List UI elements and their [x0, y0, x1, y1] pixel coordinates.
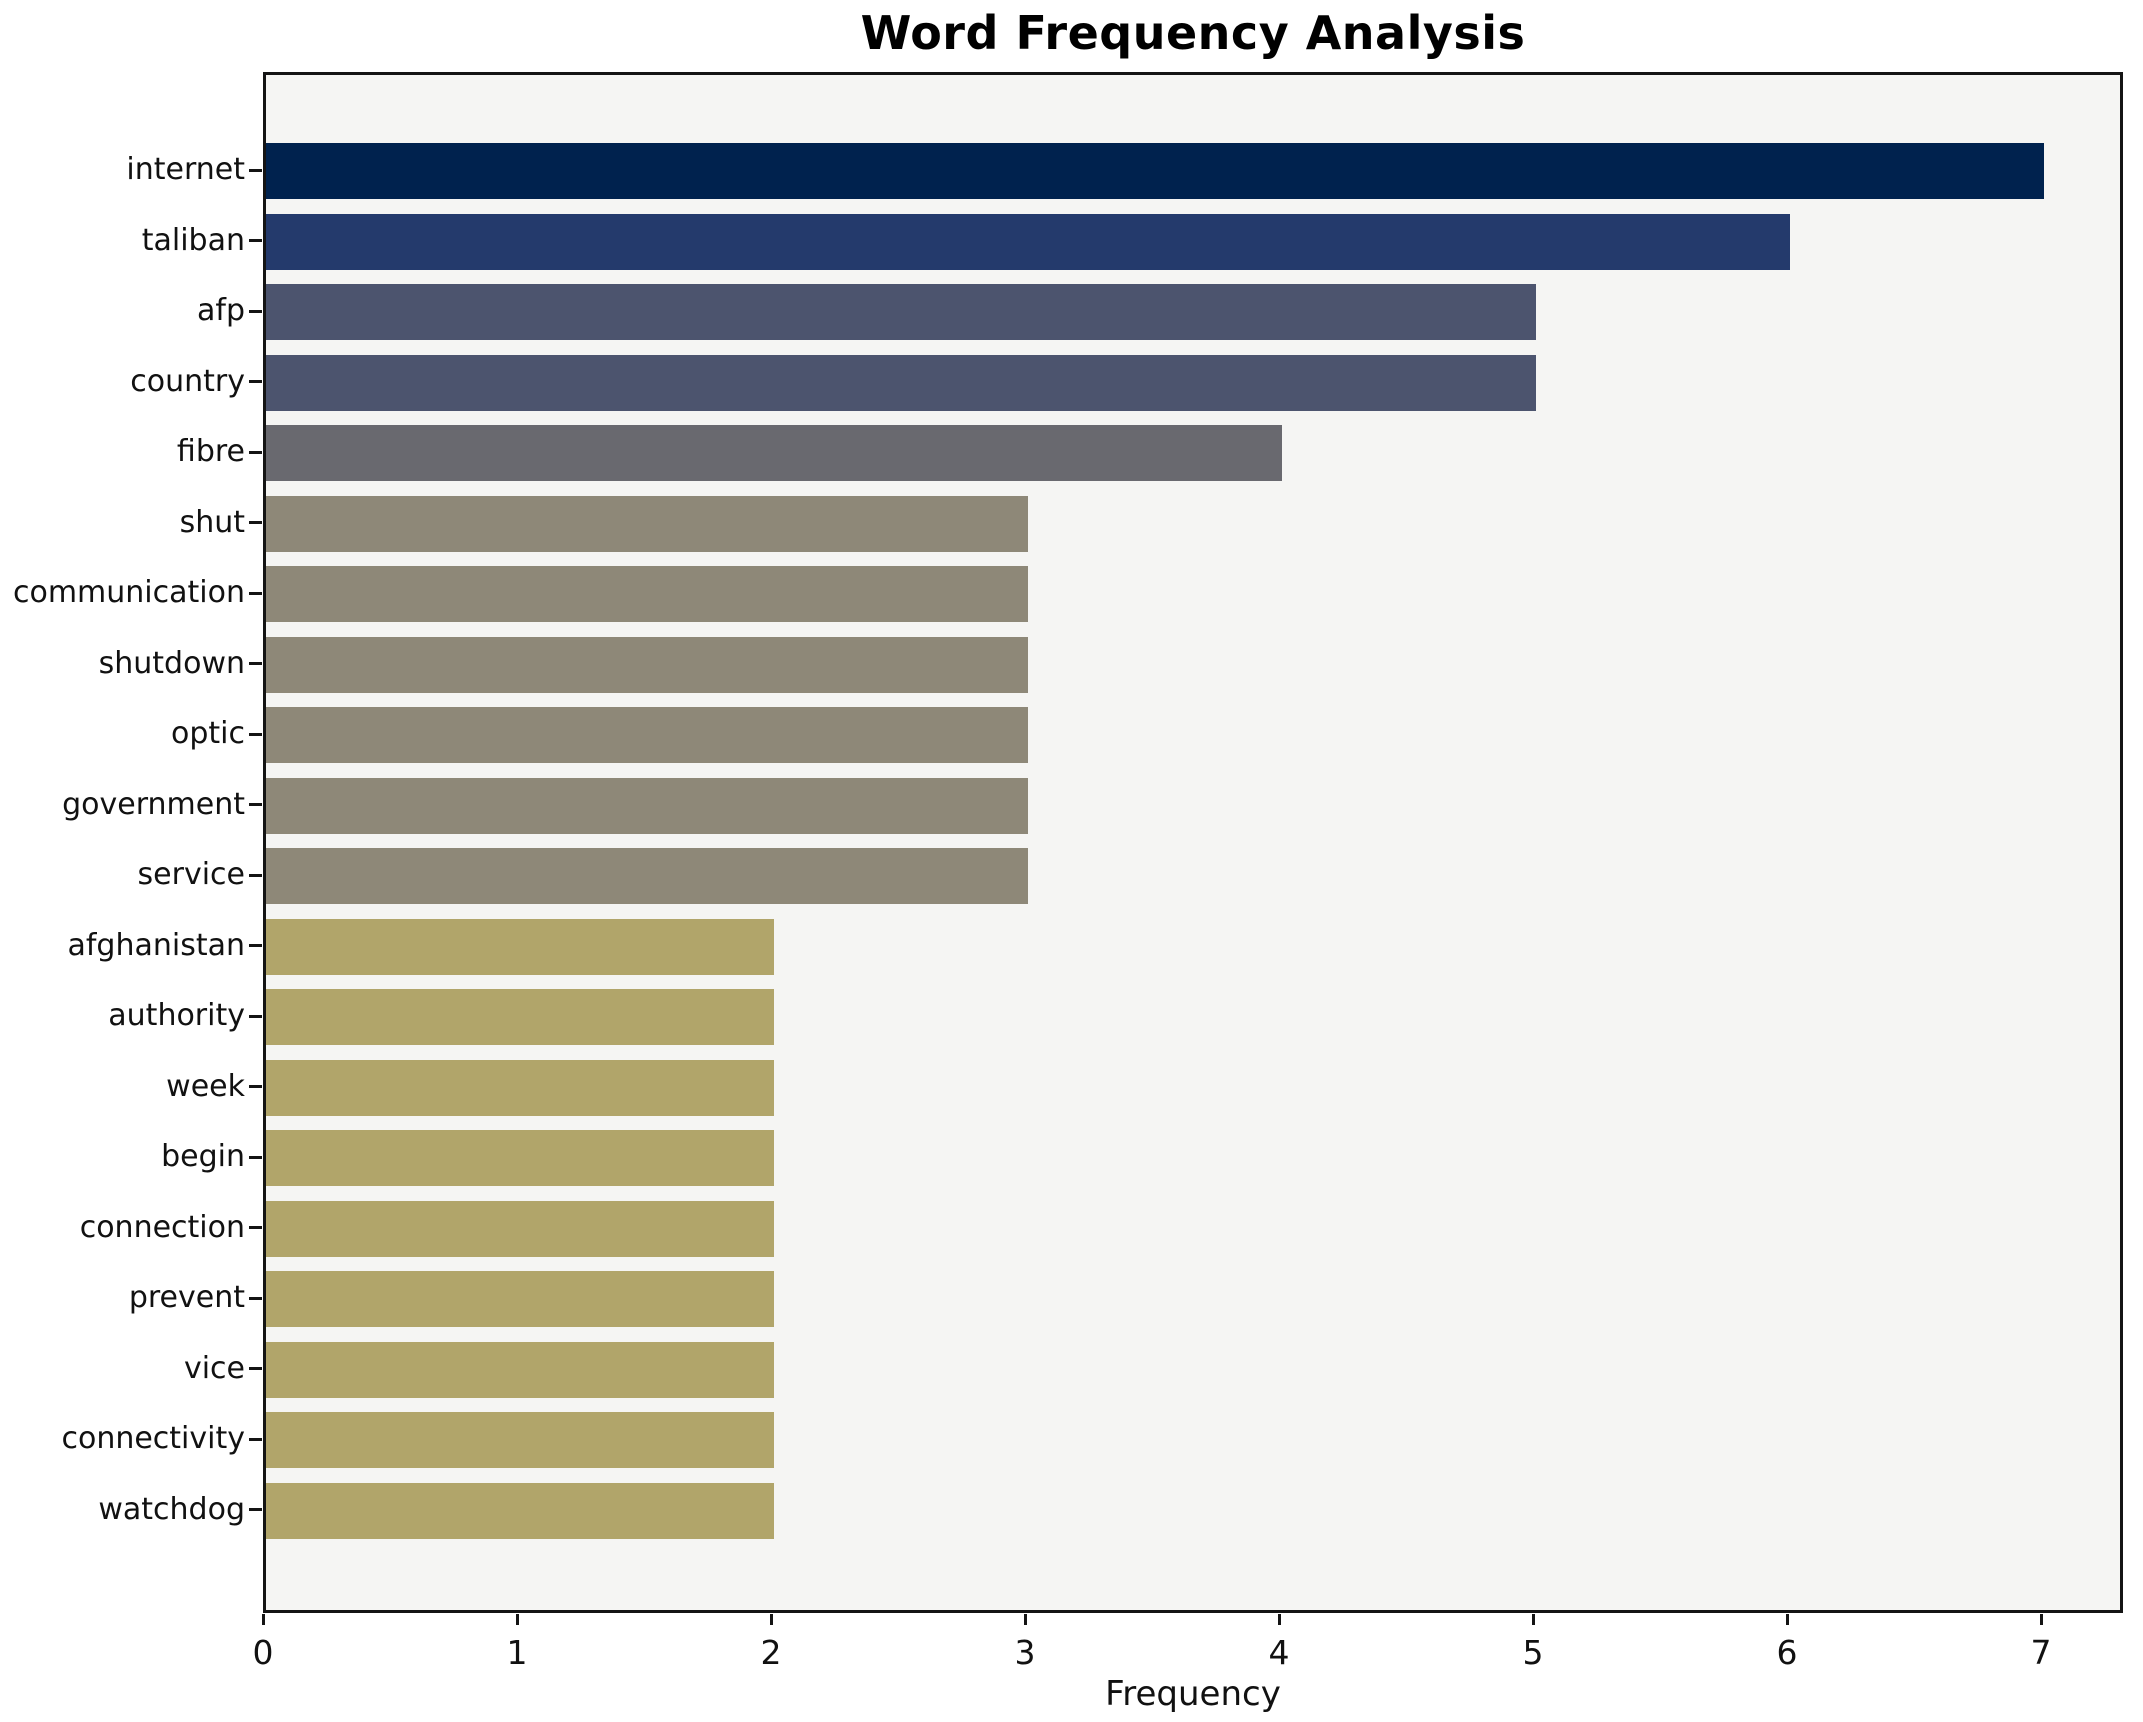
y-tick-mark — [249, 1296, 262, 1300]
y-tick-label-connectivity: connectivity — [61, 1421, 245, 1456]
bar-afghanistan — [266, 918, 774, 975]
y-tick-mark — [249, 591, 262, 595]
y-tick-label-communication: communication — [12, 575, 245, 610]
bar-connection — [266, 1200, 774, 1257]
bar-service — [266, 848, 1028, 904]
bar-watchdog — [266, 1482, 774, 1539]
y-tick-label-watchdog: watchdog — [98, 1491, 245, 1527]
y-tick-mark — [249, 168, 262, 172]
bar-vice — [266, 1341, 774, 1398]
x-tick-mark — [515, 1614, 519, 1625]
bar-authority — [266, 989, 774, 1045]
x-tick-mark — [1277, 1614, 1281, 1625]
x-tick-mark — [1785, 1614, 1789, 1625]
y-tick-label-taliban: taliban — [141, 222, 245, 258]
y-tick-mark — [249, 1226, 262, 1229]
y-tick-mark — [249, 944, 262, 947]
y-tick-mark — [249, 309, 262, 313]
bar-shut — [266, 495, 1028, 552]
bar-begin — [266, 1130, 774, 1186]
x-tick-label-1: 1 — [506, 1633, 528, 1672]
y-tick-label-service: service — [137, 857, 245, 892]
bar-country — [266, 354, 1536, 411]
bar-communication — [266, 566, 1028, 622]
x-tick-mark — [2039, 1614, 2043, 1625]
y-tick-label-optic: optic — [171, 716, 245, 751]
y-tick-label-fibre: fibre — [176, 434, 245, 469]
x-tick-label-7: 7 — [2030, 1633, 2052, 1672]
y-tick-mark — [249, 1085, 262, 1088]
y-tick-label-government: government — [62, 786, 245, 822]
x-tick-label-6: 6 — [1776, 1633, 1798, 1672]
y-tick-label-begin: begin — [161, 1139, 245, 1174]
x-tick-label-5: 5 — [1522, 1633, 1544, 1672]
x-tick-label-2: 2 — [760, 1633, 782, 1672]
x-tick-mark — [1531, 1614, 1535, 1625]
x-tick-label-4: 4 — [1268, 1633, 1290, 1672]
y-tick-mark — [249, 803, 262, 806]
bar-prevent — [266, 1271, 774, 1327]
y-tick-mark — [249, 521, 262, 524]
y-tick-mark — [249, 239, 262, 242]
y-tick-label-connection: connection — [79, 1209, 245, 1245]
bar-week — [266, 1059, 774, 1116]
x-tick-label-3: 3 — [1014, 1633, 1036, 1672]
x-axis-label: Frequency — [1105, 1674, 1281, 1714]
y-tick-label-authority: authority — [108, 998, 245, 1033]
x-tick-mark — [261, 1614, 265, 1625]
y-tick-mark — [249, 380, 262, 383]
x-tick-mark — [1023, 1614, 1027, 1625]
y-tick-mark — [249, 1155, 262, 1159]
y-tick-mark — [249, 873, 262, 877]
plot-area — [263, 72, 2123, 1613]
y-tick-label-prevent: prevent — [128, 1280, 245, 1315]
y-tick-mark — [249, 732, 262, 736]
bar-afp — [266, 284, 1536, 340]
bar-connectivity — [266, 1412, 774, 1468]
y-tick-mark — [249, 450, 262, 454]
bar-internet — [266, 143, 2044, 199]
y-tick-label-vice: vice — [183, 1350, 245, 1386]
y-tick-mark — [249, 1014, 262, 1018]
x-tick-label-0: 0 — [252, 1633, 274, 1672]
y-tick-label-afghanistan: afghanistan — [67, 927, 245, 963]
x-tick-mark — [769, 1614, 773, 1625]
y-tick-label-week: week — [166, 1068, 245, 1104]
y-tick-mark — [249, 1508, 262, 1511]
y-tick-mark — [249, 662, 262, 665]
y-tick-label-shutdown: shutdown — [98, 645, 245, 681]
bar-government — [266, 777, 1028, 834]
y-tick-label-afp: afp — [197, 293, 245, 328]
bar-taliban — [266, 213, 1790, 270]
bar-fibre — [266, 425, 1282, 481]
y-tick-mark — [249, 1367, 262, 1370]
y-tick-mark — [249, 1437, 262, 1441]
y-tick-label-country: country — [130, 363, 245, 399]
y-tick-label-internet: internet — [126, 152, 245, 187]
chart-title: Word Frequency Analysis — [860, 6, 1526, 60]
bar-optic — [266, 707, 1028, 763]
y-tick-label-shut: shut — [179, 504, 245, 540]
bar-shutdown — [266, 636, 1028, 693]
